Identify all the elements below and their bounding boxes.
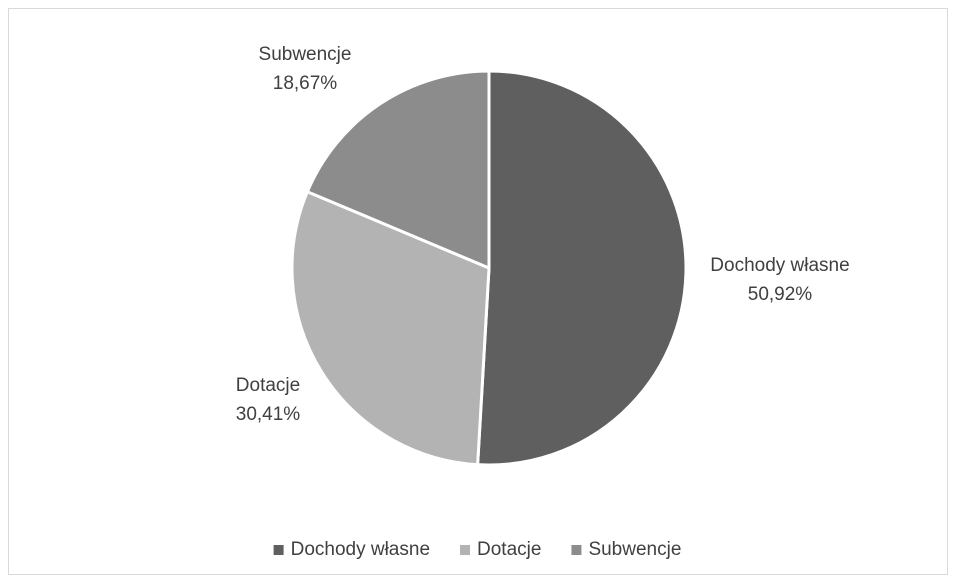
slice-label-name: Dotacje xyxy=(236,375,300,396)
pie-slice xyxy=(476,69,688,467)
legend: Dochody własne Dotacje Subwencje xyxy=(273,539,681,560)
slice-label-value: 30,41% xyxy=(236,404,301,425)
legend-label: Subwencje xyxy=(588,539,681,560)
pie-slice xyxy=(305,69,491,270)
slice-label-value: 18,67% xyxy=(273,73,338,94)
legend-label: Dotacje xyxy=(477,539,541,560)
pie xyxy=(290,69,688,467)
legend-swatch xyxy=(273,545,284,555)
legend-swatch xyxy=(460,545,471,555)
legend-label: Dochody własne xyxy=(291,539,430,560)
slice-label-name: Subwencje xyxy=(259,44,352,65)
pie-slice xyxy=(290,190,491,467)
data-labels: Dochody własne 50,92% Dotacje 30,41% Subwenc… xyxy=(236,44,850,425)
legend-swatch xyxy=(571,545,582,555)
slice-label-name: Dochody własne xyxy=(710,255,849,276)
slice-label-value: 50,92% xyxy=(748,284,813,305)
